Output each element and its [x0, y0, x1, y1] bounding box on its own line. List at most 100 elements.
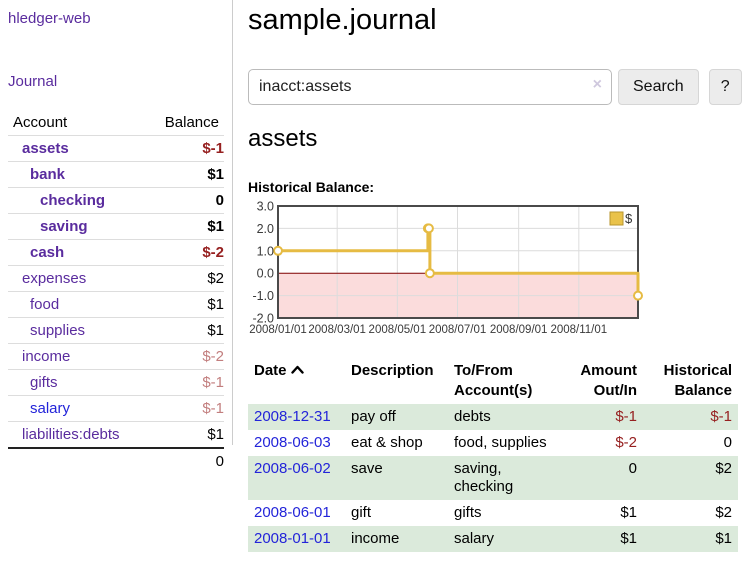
- account-row: saving $1: [8, 213, 224, 240]
- transaction-description: income: [351, 530, 400, 547]
- transaction-accounts: gifts: [454, 504, 482, 521]
- account-balance: $-1: [145, 369, 224, 396]
- page-title: sample.journal: [248, 4, 437, 36]
- clear-search-icon[interactable]: ×: [592, 76, 602, 93]
- account-link[interactable]: supplies: [30, 322, 86, 339]
- account-heading: assets: [248, 125, 318, 152]
- search-input[interactable]: [248, 69, 612, 105]
- accounts-total-spacer: [8, 447, 146, 474]
- transaction-date-link[interactable]: 2008-06-01: [254, 504, 331, 521]
- transaction-description: gift: [351, 504, 372, 521]
- register-header-accounts: To/From Account(s): [454, 362, 533, 399]
- app-title-link[interactable]: hledger-web: [8, 10, 91, 27]
- account-link[interactable]: gifts: [30, 374, 58, 391]
- chart-title: Historical Balance:: [248, 179, 375, 195]
- account-row: income $-2: [8, 343, 224, 370]
- transaction-description: pay off: [351, 408, 396, 425]
- transaction-date-link[interactable]: 2008-01-01: [254, 530, 331, 547]
- svg-text:2.0: 2.0: [257, 222, 274, 236]
- account-balance: 0: [145, 187, 224, 214]
- transaction-description: save: [351, 460, 383, 477]
- svg-text:-1.0: -1.0: [252, 289, 274, 303]
- register-row[interactable]: 2008-06-01 gift gifts $1 $2: [248, 500, 738, 526]
- nav-journal-link[interactable]: Journal: [8, 73, 58, 90]
- account-row: salary $-1: [8, 395, 224, 422]
- account-link[interactable]: food: [30, 296, 60, 313]
- account-name-cell: salary: [8, 395, 146, 422]
- account-row: liabilities:debts $1: [8, 421, 224, 448]
- svg-text:3.0: 3.0: [257, 201, 274, 214]
- transaction-balance: 0: [723, 434, 732, 451]
- search-box: ×: [248, 69, 612, 105]
- svg-text:0.0: 0.0: [257, 267, 274, 281]
- account-name-cell: bank: [8, 161, 146, 188]
- account-link[interactable]: expenses: [22, 270, 87, 287]
- account-link[interactable]: cash: [30, 244, 65, 261]
- account-row: supplies $1: [8, 317, 224, 344]
- accounts-header-account: Account: [13, 114, 68, 131]
- register-row[interactable]: 2008-01-01 income salary $1 $1: [248, 526, 738, 552]
- account-row: checking 0: [8, 187, 224, 214]
- transaction-date-cell: 2008-12-31: [248, 404, 345, 430]
- transaction-date-cell: 2008-06-03: [248, 430, 345, 456]
- account-balance: $1: [145, 421, 224, 448]
- transaction-date-cell: 2008-06-01: [248, 500, 345, 526]
- account-link[interactable]: checking: [40, 192, 106, 209]
- transaction-date-cell: 2008-06-02: [248, 456, 345, 500]
- account-balance: $2: [145, 265, 224, 292]
- account-link[interactable]: income: [22, 348, 71, 365]
- accounts-header-row: Account Balance: [8, 110, 224, 136]
- register-header-amount: Amount Out/In: [580, 362, 637, 399]
- account-balance: $1: [145, 291, 224, 318]
- register-header-balance: Historical Balance: [663, 362, 732, 399]
- account-balance: $-1: [145, 135, 224, 162]
- register-table: Date Description To/From Account(s) Amou…: [248, 358, 738, 552]
- account-balance: $1: [145, 213, 224, 240]
- chevron-up-icon: [290, 365, 304, 374]
- main-content: sample.journal × Search ? assets Histori…: [233, 0, 742, 552]
- account-link[interactable]: salary: [30, 400, 71, 417]
- account-balance: $-2: [145, 239, 224, 266]
- account-name-cell: liabilities:debts: [8, 421, 146, 448]
- transaction-date-link[interactable]: 2008-06-03: [254, 434, 331, 451]
- account-name-cell: expenses: [8, 265, 146, 292]
- help-button[interactable]: ?: [708, 69, 742, 105]
- sidebar-nav: Journal: [8, 73, 224, 90]
- account-row: assets $-1: [8, 135, 224, 162]
- register-header-date[interactable]: Date: [248, 358, 345, 404]
- account-link[interactable]: saving: [40, 218, 88, 235]
- transaction-accounts: saving, checking: [454, 460, 514, 495]
- register-row[interactable]: 2008-06-03 eat & shop food, supplies $-2 0: [248, 430, 738, 456]
- accounts-total-row: 0: [8, 447, 224, 474]
- register-row[interactable]: 2008-12-31 pay off debts $-1 $-1: [248, 404, 738, 430]
- account-name-cell: assets: [8, 135, 146, 162]
- svg-text:1.0: 1.0: [257, 244, 274, 258]
- account-row: cash $-2: [8, 239, 224, 266]
- account-name-cell: income: [8, 343, 146, 370]
- transaction-date-link[interactable]: 2008-12-31: [254, 408, 331, 425]
- transaction-amount: $-1: [615, 408, 637, 425]
- account-name-cell: cash: [8, 239, 146, 266]
- account-link[interactable]: assets: [22, 140, 69, 157]
- register-header-row: Date Description To/From Account(s) Amou…: [248, 358, 738, 404]
- transaction-accounts: food, supplies: [454, 434, 547, 451]
- transaction-balance: $2: [715, 460, 732, 477]
- svg-text:-2.0: -2.0: [252, 312, 274, 326]
- account-balance: $-1: [145, 395, 224, 422]
- svg-text:2008/09/01: 2008/09/01: [490, 324, 548, 336]
- transaction-accounts: salary: [454, 530, 495, 547]
- account-row: expenses $2: [8, 265, 224, 292]
- accounts-total-value: 0: [145, 447, 224, 474]
- register-header-description: Description: [351, 362, 434, 379]
- search-button[interactable]: Search: [618, 69, 699, 105]
- register-row[interactable]: 2008-06-02 save saving, checking 0 $2: [248, 456, 738, 500]
- svg-text:2008/03/01: 2008/03/01: [308, 324, 366, 336]
- account-balance: $-2: [145, 343, 224, 370]
- transaction-accounts: debts: [454, 408, 491, 425]
- transaction-date-link[interactable]: 2008-06-02: [254, 460, 331, 477]
- account-link[interactable]: bank: [30, 166, 66, 183]
- account-link[interactable]: liabilities:debts: [22, 426, 120, 443]
- transaction-balance: $1: [715, 530, 732, 547]
